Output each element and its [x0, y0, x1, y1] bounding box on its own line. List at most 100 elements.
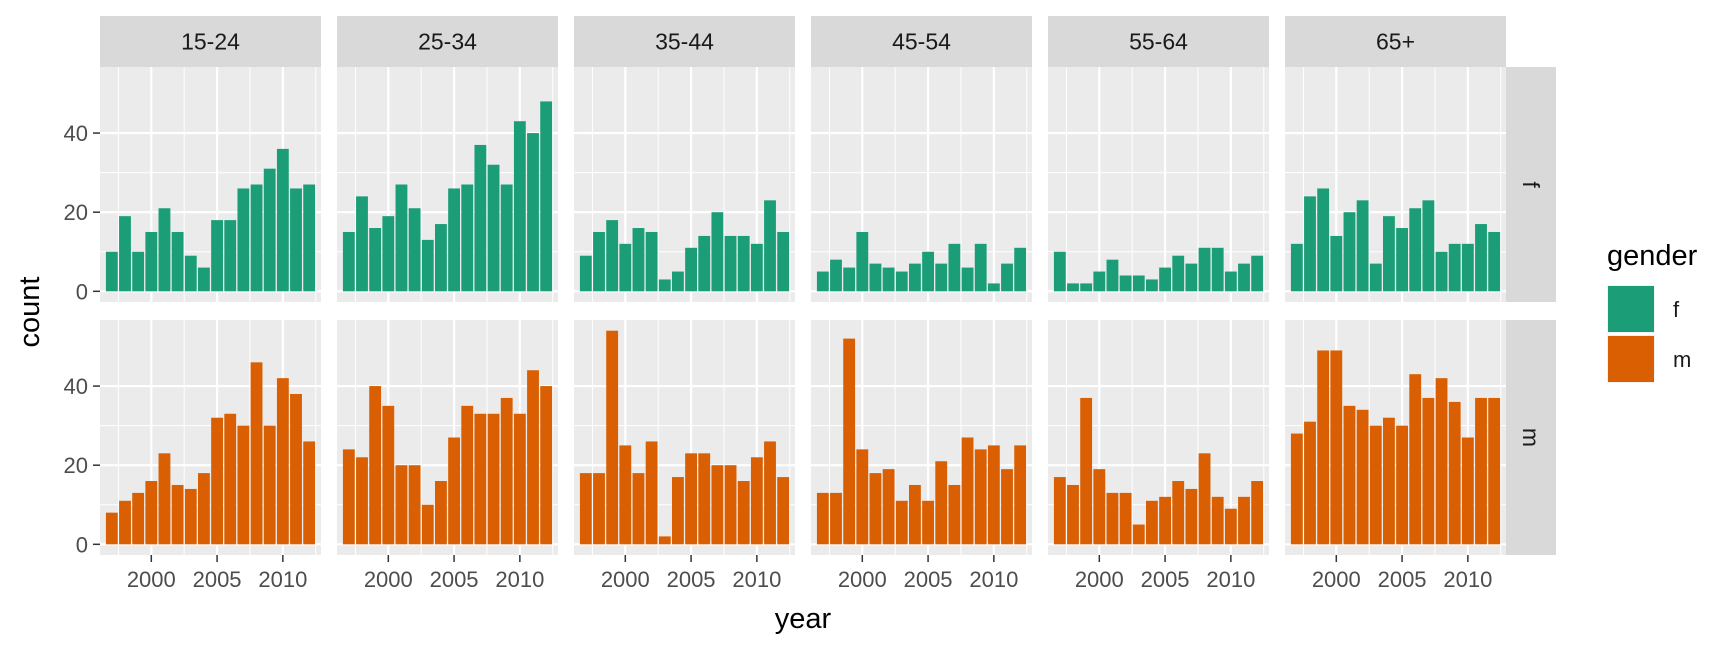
bar-f-55-64-2001 — [1106, 259, 1119, 292]
bar-m-15-24-2011 — [290, 393, 302, 545]
bar-f-55-64-1997 — [1053, 251, 1066, 292]
x-tick-label: 2010 — [258, 567, 307, 592]
bar-f-65+-2006 — [1409, 208, 1422, 292]
bar-m-65+-1998 — [1304, 421, 1316, 545]
bar-m-25-34-2010 — [513, 413, 526, 545]
bar-m-35-44-1998 — [593, 473, 605, 545]
bar-m-15-24-1998 — [119, 500, 131, 545]
bar-f-25-34-2002 — [408, 208, 421, 292]
bar-f-25-34-2007 — [474, 144, 487, 292]
bar-f-55-64-2008 — [1198, 247, 1211, 292]
x-tick-label: 2000 — [601, 567, 650, 592]
bar-f-25-34-2001 — [395, 184, 408, 292]
bar-m-25-34-2005 — [448, 437, 460, 545]
bar-m-45-54-2001 — [869, 473, 882, 545]
bar-f-15-24-2007 — [237, 188, 250, 292]
bar-m-35-44-2005 — [685, 453, 697, 545]
bar-m-55-64-2011 — [1238, 496, 1250, 545]
x-tick-label: 2000 — [1075, 567, 1124, 592]
facet-strip-label: 45-54 — [892, 29, 951, 55]
bar-m-65+-1999 — [1317, 350, 1330, 545]
bar-m-15-24-2012 — [303, 441, 316, 545]
facet-strip-label: 15-24 — [181, 29, 240, 55]
bar-m-45-54-2012 — [1014, 445, 1027, 545]
bar-m-15-24-2008 — [250, 362, 263, 545]
bar-f-45-54-2010 — [987, 283, 1000, 292]
bar-m-15-24-2003 — [184, 488, 197, 545]
facet-strip-label: f — [1518, 181, 1544, 188]
bar-m-25-34-2009 — [500, 397, 513, 545]
panel-m-45-54: 2000 2005 2010 — [811, 320, 1032, 592]
bar-f-45-54-2012 — [1014, 247, 1027, 292]
y-tick-label: 20 — [64, 453, 88, 478]
bar-m-45-54-2008 — [961, 437, 974, 545]
bar-m-15-24-2001 — [158, 453, 171, 545]
bar-f-35-44-2011 — [764, 200, 776, 292]
bar-f-35-44-2004 — [672, 271, 684, 292]
bar-f-65+-1999 — [1317, 188, 1330, 292]
bar-f-25-34-2012 — [540, 101, 553, 292]
bar-f-35-44-2003 — [658, 279, 671, 292]
panel-m-55-64: 2000 2005 2010 — [1048, 320, 1269, 592]
bar-f-35-44-2000 — [619, 243, 632, 292]
bar-f-45-54-2008 — [961, 267, 974, 292]
bar-m-45-54-1999 — [843, 338, 856, 545]
facet-strip-45-54 — [811, 16, 1032, 67]
bar-f-35-44-2006 — [698, 235, 711, 292]
x-tick-label: 2005 — [667, 567, 716, 592]
bar-f-65+-2002 — [1356, 200, 1369, 292]
bar-f-15-24-2009 — [263, 168, 276, 292]
bar-m-45-54-2004 — [909, 484, 921, 545]
bar-f-25-34-2008 — [487, 164, 500, 292]
panel-f-45-54 — [811, 67, 1032, 302]
facet-strip-25-34 — [337, 16, 558, 67]
bar-f-45-54-2007 — [948, 243, 961, 292]
bar-m-35-44-1999 — [606, 330, 619, 545]
bar-f-55-64-2002 — [1119, 275, 1132, 292]
bar-m-55-64-2008 — [1198, 453, 1211, 545]
y-axis-title: count — [14, 277, 46, 348]
bar-m-55-64-1997 — [1053, 477, 1066, 545]
bar-m-55-64-2001 — [1106, 492, 1119, 545]
y-tick-label: 40 — [64, 374, 88, 399]
x-tick-label: 2000 — [1312, 567, 1361, 592]
bar-m-15-24-2000 — [145, 481, 158, 545]
bar-f-25-34-2011 — [527, 133, 539, 292]
facet-strip-55-64 — [1048, 16, 1269, 67]
bar-f-15-24-2008 — [250, 184, 263, 292]
x-tick-label: 2000 — [838, 567, 887, 592]
bar-f-35-44-1997 — [579, 255, 592, 292]
bar-m-45-54-1998 — [830, 492, 842, 545]
x-tick-label: 2010 — [969, 567, 1018, 592]
bar-f-45-54-1999 — [843, 267, 856, 292]
facet-strip-15-24 — [100, 16, 321, 67]
legend-title: gender — [1607, 240, 1698, 272]
bar-f-55-64-2009 — [1211, 247, 1224, 292]
bar-m-65+-2000 — [1330, 350, 1343, 545]
bar-m-35-44-2011 — [764, 441, 776, 545]
bar-f-65+-2004 — [1383, 216, 1395, 292]
bar-m-15-24-2005 — [211, 417, 223, 545]
bar-m-45-54-2009 — [974, 449, 987, 545]
bar-f-25-34-2003 — [421, 239, 434, 292]
bar-f-55-64-2011 — [1238, 263, 1250, 292]
bar-m-15-24-2002 — [171, 484, 184, 545]
bar-f-55-64-2003 — [1132, 275, 1145, 292]
bar-f-65+-2001 — [1343, 212, 1356, 292]
bar-m-55-64-2005 — [1159, 496, 1171, 545]
bar-f-45-54-2009 — [974, 243, 987, 292]
bar-m-15-24-1999 — [132, 492, 145, 545]
bar-f-65+-1997 — [1290, 243, 1303, 292]
facet-strip-label: 65+ — [1376, 29, 1415, 55]
panel-m-25-34: 2000 2005 2010 — [337, 320, 558, 592]
bar-f-25-34-2000 — [382, 216, 395, 292]
legend-key-m — [1608, 336, 1654, 382]
bar-m-25-34-2011 — [527, 370, 539, 545]
bar-m-25-34-2007 — [474, 413, 487, 545]
bar-m-65+-2002 — [1356, 409, 1369, 545]
bar-m-55-64-2010 — [1224, 508, 1237, 545]
bar-f-65+-2009 — [1448, 243, 1461, 292]
facet-strip-label: 35-44 — [655, 29, 714, 55]
bar-m-65+-2005 — [1396, 425, 1408, 545]
bar-m-25-34-2001 — [395, 465, 408, 545]
